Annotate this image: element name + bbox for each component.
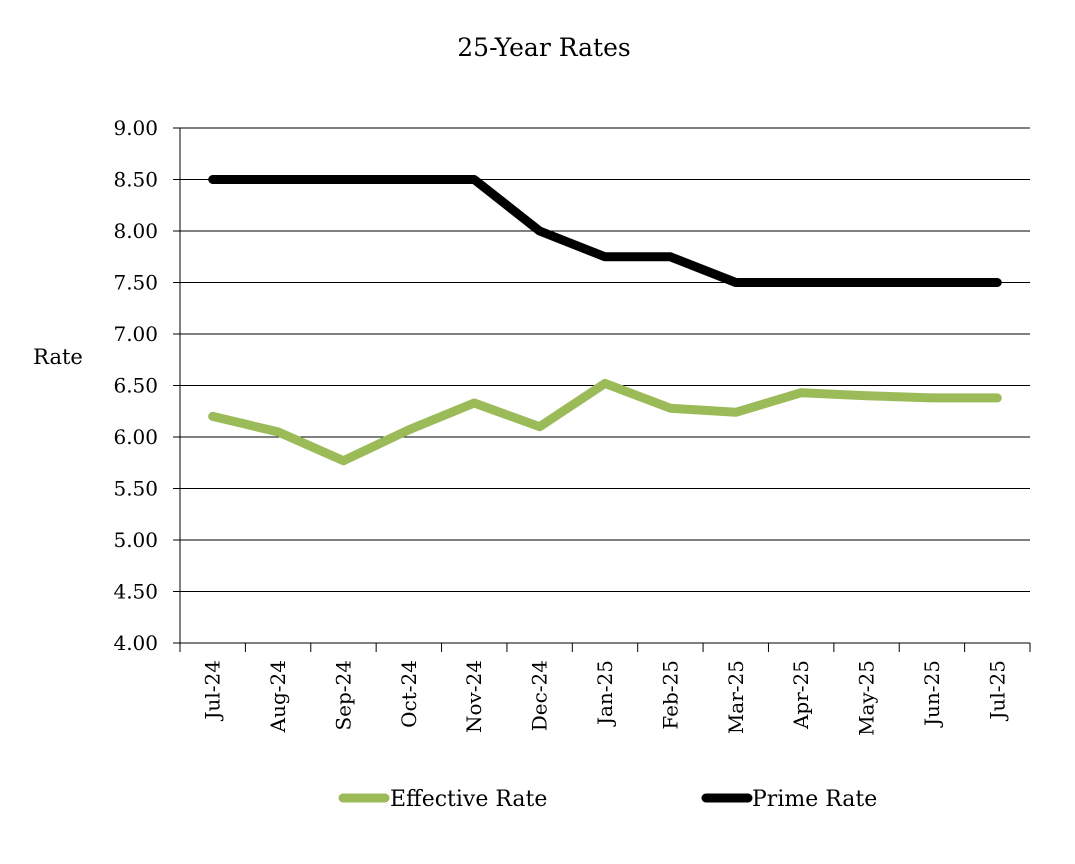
series-line-prime-rate <box>208 175 1002 287</box>
x-tick-label: Apr-25 <box>789 660 813 730</box>
y-tick-label: 6.50 <box>113 374 158 398</box>
gridlines <box>180 127 1030 592</box>
x-tick-label: Jul-25 <box>985 660 1009 722</box>
legend: Effective Rate Prime Rate <box>338 787 877 812</box>
x-tick-label: Nov-24 <box>462 660 486 733</box>
y-tick-label: 7.50 <box>113 271 158 295</box>
x-tick-labels: Jul-24 Aug-24 Sep-24 Oct-24 Nov-24 Dec-24 Jan-… <box>201 660 1010 736</box>
series-line-effective-rate <box>208 378 1002 466</box>
y-tick-label: 4.00 <box>113 631 158 655</box>
chart-title: 25-Year Rates <box>457 33 630 62</box>
x-tick-label: Dec-24 <box>528 660 552 731</box>
x-tick-label: Sep-24 <box>331 660 355 731</box>
x-tick-label: Oct-24 <box>397 660 421 728</box>
axes <box>173 127 1031 652</box>
x-tick-label: Feb-25 <box>658 660 682 730</box>
y-tick-label: 6.00 <box>113 425 158 449</box>
x-tick-label: Jan-25 <box>593 660 617 727</box>
series-lines <box>208 175 1002 466</box>
x-tick-label: May-25 <box>855 660 879 736</box>
y-tick-label: 5.50 <box>113 477 158 501</box>
x-tick-label: Mar-25 <box>724 660 748 734</box>
y-tick-labels: 4.00 4.50 5.00 5.50 6.00 6.50 7.00 7.50 8.00 8.50… <box>113 116 158 655</box>
y-tick-label: 9.00 <box>113 116 158 140</box>
x-tick-label: Jun-25 <box>920 660 944 728</box>
legend-label: Effective Rate <box>390 787 547 812</box>
x-tick-label: Aug-24 <box>266 660 290 733</box>
legend-label: Prime Rate <box>752 787 877 812</box>
x-tick-label: Jul-24 <box>201 660 225 722</box>
y-tick-label: 5.00 <box>113 528 158 552</box>
y-tick-label: 4.50 <box>113 580 158 604</box>
y-axis-title: Rate <box>33 345 83 369</box>
y-tick-label: 8.50 <box>113 168 158 192</box>
y-tick-label: 8.00 <box>113 219 158 243</box>
y-tick-label: 7.00 <box>113 322 158 346</box>
